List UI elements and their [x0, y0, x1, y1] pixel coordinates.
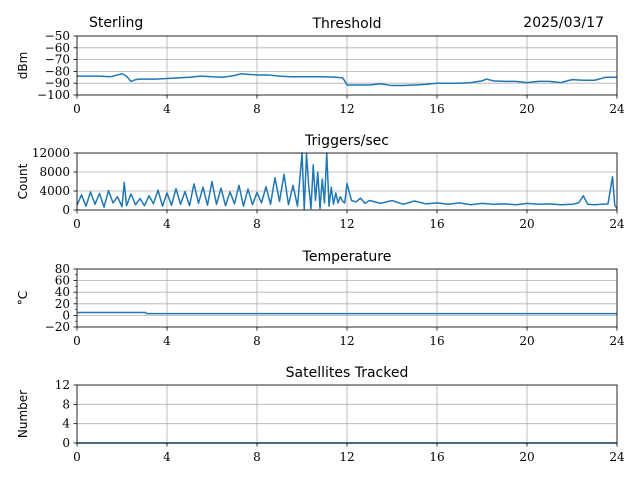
temperature-ytick-label-0: −20: [45, 320, 70, 334]
satellites-xtick-label-3: 12: [339, 450, 354, 464]
threshold-xtick-label-4: 16: [429, 102, 444, 116]
satellites-title: Satellites Tracked: [286, 365, 409, 381]
panel-threshold: 0 4 8 12 16 20 24 −100−90−80−70−60−50 Threshold d…: [16, 16, 625, 116]
temperature-ylabel: °C: [16, 291, 30, 305]
satellites-ytick-label-3: 12: [55, 378, 70, 392]
triggers-ytick-label-0: 0: [62, 203, 70, 217]
satellites-ytick-label-0: 0: [62, 436, 70, 450]
temperature-xtick-label-5: 20: [519, 334, 534, 348]
triggers-ylabel: Count: [16, 163, 30, 199]
threshold-ytick-label-5: −50: [45, 29, 70, 43]
temperature-xtick-label-2: 8: [253, 334, 261, 348]
temperature-series-line-0: [77, 311, 617, 315]
threshold-ytick-label-0: −100: [37, 88, 70, 102]
temperature-ytick-label-4: 60: [55, 274, 70, 288]
satellites-xtick-label-5: 20: [519, 450, 534, 464]
threshold-title: Threshold: [312, 16, 382, 32]
satellites-xtick-label-0: 0: [73, 450, 81, 464]
temperature-ytick-label-2: 20: [55, 297, 70, 311]
satellites-ylabel: Number: [16, 390, 30, 438]
temperature-ytick-label-3: 40: [55, 285, 70, 299]
threshold-xtick-label-1: 4: [163, 102, 171, 116]
triggers-xtick-label-3: 12: [339, 217, 354, 231]
threshold-ytick-label-1: −90: [45, 76, 70, 90]
threshold-xtick-label-2: 8: [253, 102, 261, 116]
threshold-xtick-label-5: 20: [519, 102, 534, 116]
temperature-xtick-label-0: 0: [73, 334, 81, 348]
threshold-ytick-label-2: −80: [45, 64, 70, 78]
triggers-series-line-0: [76, 152, 618, 210]
satellites-xtick-label-2: 8: [253, 450, 261, 464]
triggers-xtick-label-4: 16: [429, 217, 444, 231]
triggers-ytick-label-2: 8000: [39, 165, 70, 179]
temperature-xtick-label-1: 4: [163, 334, 171, 348]
triggers-xtick-label-6: 24: [609, 217, 625, 231]
threshold-series-line-0: [77, 73, 617, 87]
temperature-title: Temperature: [302, 249, 392, 265]
satellites-xtick-label-6: 24: [609, 450, 625, 464]
triggers-xtick-label-0: 0: [73, 217, 81, 231]
threshold-xtick-label-6: 24: [609, 102, 625, 116]
satellites-xtick-label-1: 4: [163, 450, 171, 464]
temperature-xtick-label-4: 16: [429, 334, 444, 348]
threshold-xtick-label-0: 0: [73, 102, 81, 116]
site-label: Sterling: [89, 15, 143, 31]
temperature-ytick-label-5: 80: [55, 262, 70, 276]
satellites-xtick-label-4: 16: [429, 450, 444, 464]
threshold-ytick-label-4: −60: [45, 41, 70, 55]
triggers-xtick-label-1: 4: [163, 217, 171, 231]
triggers-xtick-label-2: 8: [253, 217, 261, 231]
satellites-ytick-label-1: 4: [62, 417, 70, 431]
triggers-ytick-label-1: 4000: [39, 184, 70, 198]
date-label: 2025/03/17: [523, 15, 604, 31]
panel-satellites: 0 4 8 12 16 20 24 0 4 8 12 Satellites Tracked Number: [16, 365, 625, 464]
threshold-ytick-label-3: −70: [45, 53, 70, 67]
temperature-xtick-label-6: 24: [609, 334, 625, 348]
triggers-title: Triggers/sec: [304, 133, 389, 149]
satellites-ytick-label-2: 8: [62, 397, 70, 411]
triggers-xtick-label-5: 20: [519, 217, 534, 231]
triggers-ytick-label-3: 12000: [32, 146, 70, 160]
panel-triggers: 0 4 8 12 16 20 24 0 4000 8000 12000 Triggers/sec Cou…: [16, 133, 625, 231]
temperature-ytick-label-1: 0: [62, 308, 70, 322]
threshold-xtick-label-3: 12: [339, 102, 354, 116]
threshold-ylabel: dBm: [16, 52, 30, 80]
temperature-xtick-label-3: 12: [339, 334, 354, 348]
